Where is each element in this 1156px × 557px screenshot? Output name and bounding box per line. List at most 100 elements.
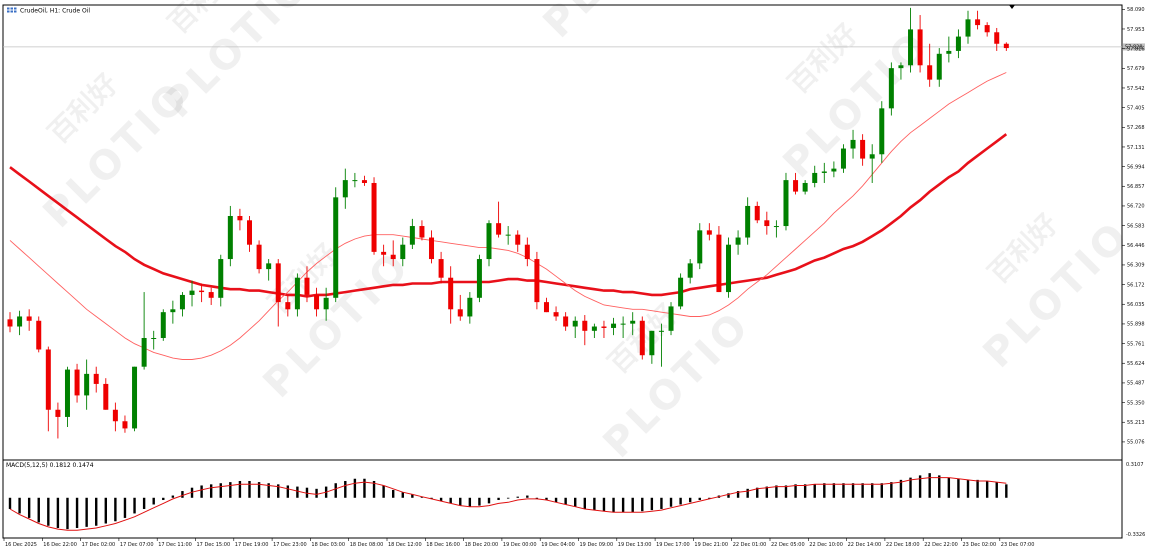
macd-bar <box>219 483 222 498</box>
candle <box>7 312 13 333</box>
candle-body <box>112 409 118 422</box>
candle-body <box>93 373 99 384</box>
candle <box>352 172 358 188</box>
candle-body <box>745 205 751 238</box>
candle-body <box>179 294 185 310</box>
candle <box>371 177 377 255</box>
macd-bar <box>200 485 203 498</box>
candle-body <box>630 320 636 324</box>
candle-body <box>64 369 70 417</box>
macd-bar <box>181 491 184 498</box>
macd-bar <box>688 497 692 503</box>
x-tick-label: 22 Dec 10:00 <box>809 542 843 548</box>
candle-body <box>965 19 971 37</box>
y-tick-label: 57.816 <box>1127 46 1145 52</box>
candle-body <box>409 226 415 245</box>
grid-icon[interactable] <box>7 7 17 13</box>
candle <box>227 205 233 267</box>
candle-body <box>793 180 799 192</box>
candle <box>275 259 281 327</box>
chart-shift-marker-icon[interactable] <box>1009 5 1015 9</box>
x-tick-label: 18 Dec 03:00 <box>311 542 345 548</box>
candle <box>726 237 731 298</box>
candle <box>764 211 770 235</box>
macd-bar <box>229 482 232 498</box>
candle <box>975 10 981 30</box>
chart-title[interactable]: CrudeOil, H1: Crude Oil <box>7 7 90 15</box>
candle <box>888 62 894 116</box>
candle <box>611 317 617 336</box>
watermark-layer: PLOTIO百利好PLOTIO百利好PLOTIO百利好PLOTIO百利好PLOT… <box>35 0 1140 467</box>
candle-body <box>524 244 530 260</box>
macd-bar <box>593 497 596 511</box>
candle <box>706 223 712 241</box>
macd-bar <box>506 497 510 499</box>
candle-body <box>390 254 396 260</box>
candle-body <box>294 277 300 310</box>
macd-bar <box>95 497 98 526</box>
macd-bar <box>928 473 931 498</box>
y-tick-label: 57.131 <box>1127 145 1145 151</box>
macd-bar <box>736 491 740 498</box>
macd-bar <box>679 497 682 505</box>
candle <box>74 363 80 403</box>
candle-body <box>323 297 329 310</box>
y-tick-label: 55.213 <box>1127 420 1145 426</box>
macd-bar <box>142 497 146 509</box>
candle-body <box>812 172 818 183</box>
macd-bar <box>382 485 385 498</box>
macd-bar <box>938 475 941 498</box>
macd-bar <box>842 483 845 498</box>
macd-bar <box>602 497 606 512</box>
candle <box>955 29 961 59</box>
candle <box>678 273 684 310</box>
candle <box>572 316 578 338</box>
candle <box>323 287 329 321</box>
candle <box>524 237 530 267</box>
candle-body <box>611 323 617 328</box>
candle <box>266 259 272 281</box>
macd-bar <box>880 483 883 498</box>
candle <box>103 378 109 410</box>
candle <box>821 162 827 183</box>
candle-body <box>927 65 933 80</box>
candle <box>361 175 367 186</box>
x-tick-label: 19 Dec 13:00 <box>618 542 652 548</box>
macd-bar <box>75 497 79 528</box>
macd-bar <box>277 484 280 498</box>
macd-bar <box>756 487 759 498</box>
candle <box>429 230 435 264</box>
macd-bar <box>851 483 855 498</box>
macd-bar <box>248 480 251 498</box>
y-tick-label: 57.953 <box>1127 27 1145 33</box>
macd-bar <box>296 486 299 498</box>
macd-bar <box>813 484 816 498</box>
macd-bar <box>794 484 797 498</box>
candle-body <box>802 182 808 192</box>
x-tick-label: 19 Dec 00:00 <box>503 542 537 548</box>
candle-body <box>668 306 674 331</box>
y-tick-label: 55.761 <box>1127 341 1145 347</box>
macd-bar <box>890 482 893 498</box>
macd-bar <box>545 497 548 501</box>
candle <box>812 165 818 188</box>
candle <box>754 201 760 224</box>
macd-bottom-label: -0.3326 <box>1126 532 1145 538</box>
candle-body <box>84 373 90 396</box>
candle-body <box>840 148 846 169</box>
candle-body <box>476 259 482 298</box>
candle <box>802 180 808 195</box>
macd-bar <box>37 497 40 523</box>
macd-bar <box>765 486 769 498</box>
macd-bar <box>401 492 404 498</box>
x-tick-label: 23 Dec 02:00 <box>963 542 997 548</box>
y-tick-label: 56.309 <box>1127 263 1145 269</box>
x-tick-label: 17 Dec 15:00 <box>197 542 231 548</box>
macd-bar <box>727 493 730 498</box>
candle-body <box>17 316 23 327</box>
macd-bar <box>497 497 500 501</box>
macd-bar <box>641 497 644 512</box>
candle-body <box>45 349 51 410</box>
